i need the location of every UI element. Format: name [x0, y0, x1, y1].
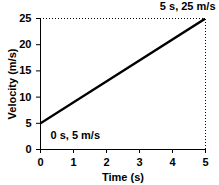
svg-text:25: 25	[19, 12, 31, 24]
svg-text:0 s, 5 m/s: 0 s, 5 m/s	[51, 129, 101, 141]
svg-text:Velocity (m/s): Velocity (m/s)	[6, 48, 18, 119]
svg-text:10: 10	[19, 91, 31, 103]
svg-text:0: 0	[37, 156, 43, 168]
svg-text:1: 1	[70, 156, 76, 168]
svg-text:0: 0	[25, 143, 31, 155]
svg-text:5: 5	[202, 156, 208, 168]
svg-text:4: 4	[169, 156, 176, 168]
svg-text:Time (s): Time (s)	[102, 171, 144, 183]
svg-text:3: 3	[136, 156, 142, 168]
svg-text:20: 20	[19, 38, 31, 50]
svg-text:15: 15	[19, 64, 31, 76]
svg-text:2: 2	[103, 156, 109, 168]
svg-text:5: 5	[25, 117, 31, 129]
svg-text:5 s, 25 m/s: 5 s, 25 m/s	[160, 0, 216, 12]
